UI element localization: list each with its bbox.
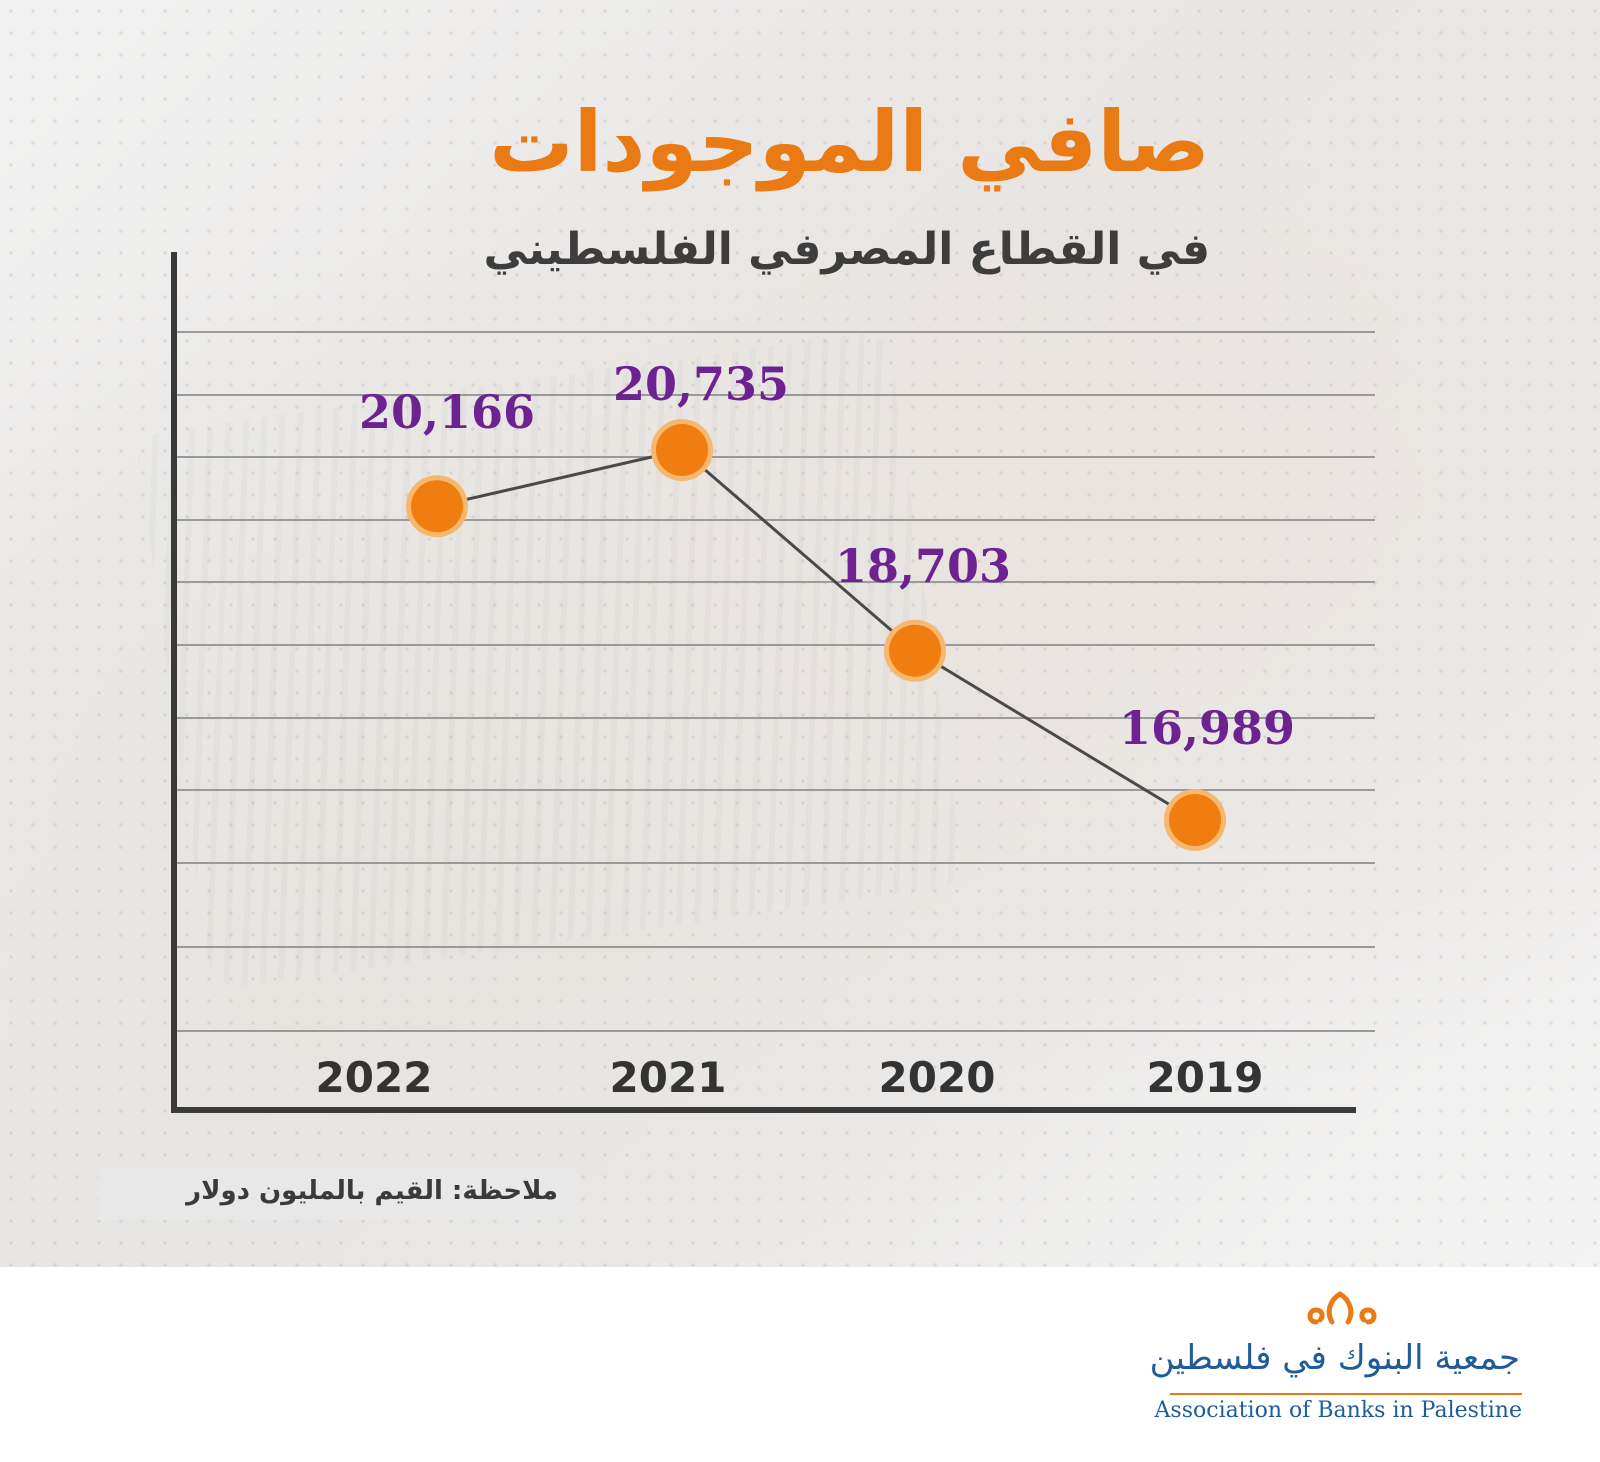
chart-title: صافي الموجودات (489, 93, 1210, 191)
x-tick-label: 2021 (610, 1053, 727, 1102)
chart-subtitle: في القطاع المصرفي الفلسطيني (483, 224, 1210, 275)
data-point (411, 480, 463, 533)
series-line-group (436, 448, 1196, 822)
logo-arabic-text: جمعية البنوك في فلسطين (1149, 1338, 1520, 1378)
background-dot-pattern (0, 0, 1600, 1267)
logo-divider (1170, 1393, 1522, 1395)
grid-lines (176, 331, 1375, 1032)
note-background (98, 1168, 578, 1220)
abp-logo-icon (1307, 1291, 1377, 1325)
logo-english-text: Association of Banks in Palestine (1154, 1398, 1522, 1423)
data-label: 18,703 (835, 539, 1011, 593)
data-point (1169, 794, 1221, 846)
data-labels: 20,166 20,735 18,703 16,989 (359, 357, 1295, 755)
chart-axes (171, 252, 1356, 1113)
data-label: 16,989 (1119, 701, 1295, 755)
line-chart: 20,166 20,735 18,703 16,989 2022 2021 2020 201… (171, 252, 1375, 1113)
series-markers (406, 419, 1226, 851)
background-panel (0, 0, 1600, 1267)
data-label: 20,166 (359, 385, 535, 439)
x-tick-label: 2020 (879, 1053, 996, 1102)
data-point (889, 624, 941, 677)
chart-note: ملاحظة: القيم بالمليون دولار (186, 1176, 558, 1206)
x-tick-label: 2019 (1147, 1053, 1264, 1102)
x-tick-labels: 2022 2021 2020 2019 (316, 1053, 1264, 1102)
x-tick-label: 2022 (316, 1053, 433, 1102)
series-line (436, 448, 1196, 822)
data-label: 20,735 (613, 357, 789, 411)
data-point (656, 424, 708, 476)
